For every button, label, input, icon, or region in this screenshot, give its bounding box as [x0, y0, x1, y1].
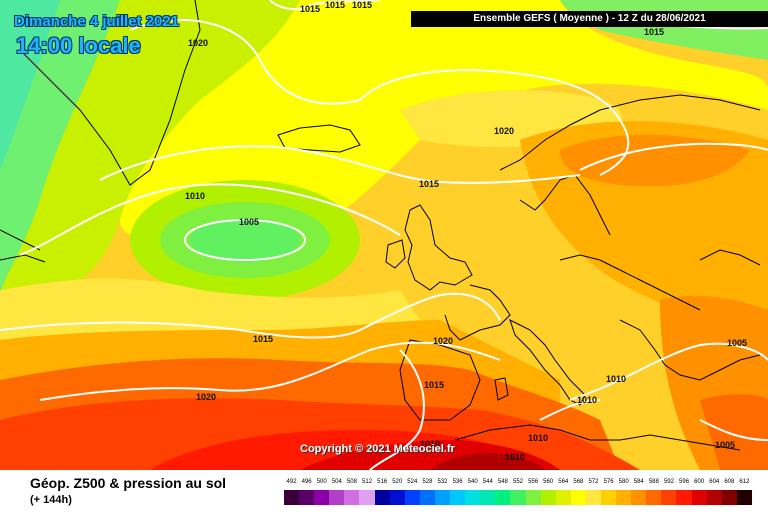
isobar-label: 1010	[528, 433, 549, 443]
color-scale-tick: 560	[543, 479, 554, 485]
color-scale-swatch	[661, 490, 677, 505]
color-scale-swatch	[631, 490, 647, 505]
isobar-label: 1015	[424, 380, 445, 390]
isobar-label: 1010	[420, 439, 441, 449]
color-scale-swatch	[480, 490, 496, 505]
color-scale-swatch	[721, 490, 737, 505]
isobar-label: 1015	[419, 179, 440, 189]
color-scale-tick: 604	[709, 479, 720, 485]
isobar-label: 1005	[239, 217, 260, 227]
map-fields	[0, 0, 768, 470]
color-scale-swatch	[434, 490, 451, 505]
isobar-label: 1015	[253, 334, 274, 344]
color-scale-tick: 492	[286, 479, 297, 485]
color-scale-tick: 524	[407, 479, 418, 485]
color-scale-tick: 612	[739, 479, 750, 485]
isobar-label: 1020	[494, 126, 515, 136]
color-scale-tick: 536	[452, 479, 463, 485]
isobar-label: 1020	[196, 392, 217, 402]
color-scale-tick: 556	[528, 479, 539, 485]
color-scale-tick: 500	[316, 479, 327, 485]
isobar-label: 1015	[352, 0, 373, 10]
color-scale-swatch	[374, 490, 390, 505]
color-scale-tick: 516	[377, 479, 388, 485]
color-scale-tick: 608	[724, 479, 735, 485]
color-scale-swatch	[419, 490, 435, 505]
color-scale-swatch	[284, 490, 300, 505]
color-scale-swatch	[616, 490, 632, 505]
color-scale-tick: 588	[648, 479, 659, 485]
color-scale-swatch	[691, 490, 707, 505]
color-scale-ticks: 492 496 500 504 508 512 516 520 524 528 532 536 540 5…	[284, 479, 752, 489]
variable-title: Géop. Z500 & pression au sol	[30, 475, 227, 491]
forecast-local-time: 14:00 locale	[16, 33, 141, 58]
isobar-label: 1005	[715, 440, 736, 450]
color-scale-swatch	[465, 490, 481, 505]
weather-map: Dimanche 4 juillet 2021 14:00 locale Ens…	[0, 0, 768, 470]
color-scale-tick: 544	[482, 479, 493, 485]
color-scale-tick: 496	[301, 479, 312, 485]
color-scale-swatch	[495, 490, 511, 505]
color-scale-swatch	[570, 490, 586, 505]
color-scale-swatch	[344, 490, 360, 505]
color-scale-swatch	[706, 490, 722, 505]
isobar-label: 1020	[433, 336, 454, 346]
isobar-label: 1015	[325, 0, 346, 10]
color-scale-swatch	[314, 490, 330, 505]
color-scale-tick: 584	[633, 479, 644, 485]
color-scale-swatch	[299, 490, 315, 505]
isobar-label: 1020	[188, 38, 209, 48]
color-scale-tick: 580	[618, 479, 629, 485]
isobar-label: 1015	[300, 4, 321, 14]
color-scale-tick: 504	[331, 479, 342, 485]
color-scale-tick: 512	[362, 479, 373, 485]
color-scale-swatch	[525, 490, 541, 505]
color-scale-swatch	[450, 490, 466, 505]
model-run-info: Ensemble GEFS ( Moyenne ) - 12 Z du 28/0…	[411, 11, 768, 27]
color-scale-swatch	[646, 490, 662, 505]
isobar-label: 1010	[505, 452, 526, 462]
color-scale-swatch	[510, 490, 526, 505]
color-scale-tick: 552	[512, 479, 523, 485]
color-scale-tick: 520	[392, 479, 403, 485]
color-scale-swatch	[359, 490, 375, 505]
color-scale-tick: 540	[467, 479, 478, 485]
color-scale-swatch	[736, 490, 752, 505]
color-scale-tick: 568	[573, 479, 584, 485]
isobar-label: 1010	[185, 191, 206, 201]
forecast-lead-time: (+ 144h)	[30, 494, 72, 506]
color-scale-tick: 508	[346, 479, 357, 485]
color-scale-swatch	[540, 490, 556, 505]
isobar-label: 1010	[606, 374, 627, 384]
color-scale-swatch	[404, 490, 420, 505]
color-scale-tick: 532	[437, 479, 448, 485]
color-scale-tick: 564	[558, 479, 569, 485]
forecast-date: Dimanche 4 juillet 2021	[14, 13, 180, 30]
color-scale-tick: 548	[497, 479, 508, 485]
color-scale-swatch	[329, 490, 345, 505]
color-scale-tick: 592	[663, 479, 674, 485]
color-scale-tick: 572	[588, 479, 599, 485]
color-scale-tick: 528	[422, 479, 433, 485]
color-scale-tick: 600	[694, 479, 705, 485]
isobar-label: 1005	[727, 338, 748, 348]
color-scale-tick: 596	[679, 479, 690, 485]
color-scale-swatch	[555, 490, 571, 505]
isobar-label: 1010	[577, 395, 598, 405]
color-scale-tick: 576	[603, 479, 614, 485]
color-scale-bar	[284, 490, 752, 505]
color-scale-swatch	[389, 490, 405, 505]
copyright-notice: Copyright © 2021 Meteociel.fr	[300, 443, 455, 455]
color-scale-swatch	[585, 490, 601, 505]
color-scale-swatch	[676, 490, 692, 505]
legend-panel: Géop. Z500 & pression au sol (+ 144h) 49…	[0, 470, 768, 512]
isobar-label: 1015	[644, 27, 665, 37]
color-scale-swatch	[600, 490, 617, 505]
